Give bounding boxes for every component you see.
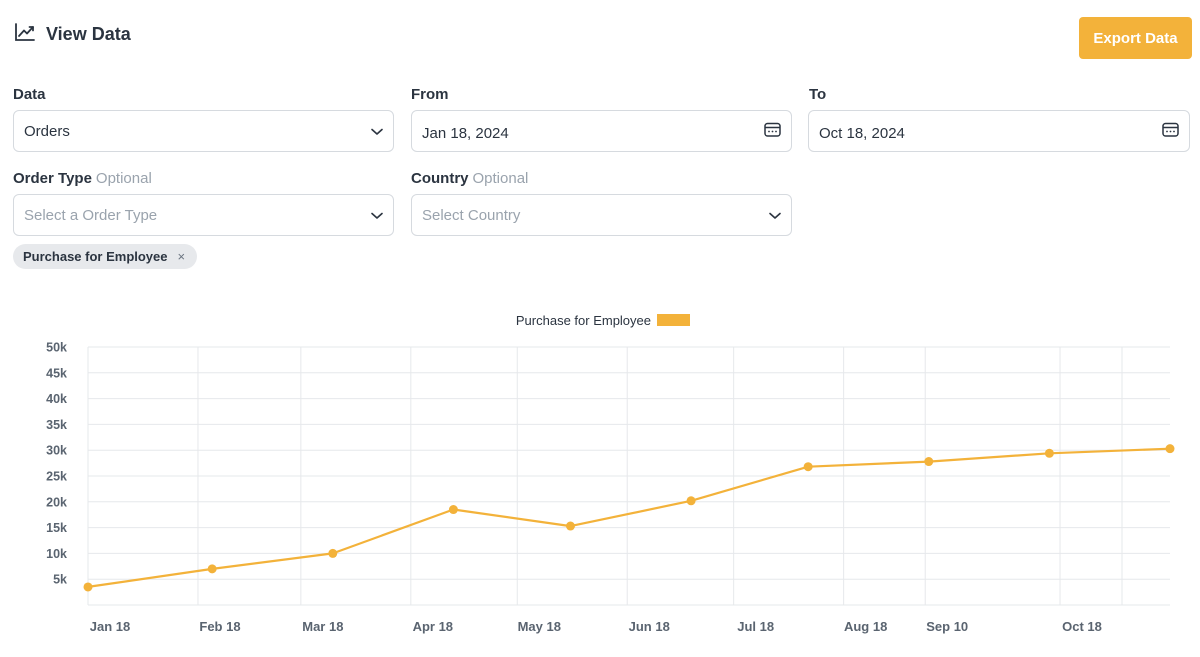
x-tick-label: Jul 18 (737, 619, 774, 634)
order-type-select[interactable]: Select a Order Type (13, 194, 394, 236)
data-select-value: Orders (24, 122, 70, 140)
data-point (1165, 444, 1175, 454)
x-tick-label: May 18 (518, 619, 561, 634)
x-tick-label: Jun 18 (629, 619, 670, 634)
x-tick-label: Mar 18 (302, 619, 343, 634)
page-title: View Data (46, 24, 131, 44)
x-tick-label: Sep 10 (926, 619, 968, 634)
data-point (448, 505, 458, 515)
y-tick-label: 40k (46, 392, 67, 406)
country-placeholder: Select Country (422, 206, 521, 224)
data-point (686, 496, 696, 506)
chevron-down-icon (769, 207, 781, 224)
data-point (803, 462, 813, 472)
data-point (565, 521, 575, 531)
x-tick-label: Aug 18 (844, 619, 887, 634)
legend-label: Purchase for Employee (516, 313, 651, 328)
series-line (87, 447, 1171, 588)
y-tick-label: 30k (46, 444, 67, 458)
filter-chip-label: Purchase for Employee (23, 249, 168, 264)
line-chart-icon (14, 22, 36, 47)
country-label-text: Country (411, 170, 469, 187)
y-tick-label: 25k (46, 470, 67, 484)
from-label: From (411, 86, 449, 103)
x-tick-label: Feb 18 (199, 619, 240, 634)
from-date-value: Jan 18, 2024 (422, 124, 509, 142)
legend-swatch (657, 314, 690, 326)
data-point (1044, 448, 1054, 458)
data-point (328, 548, 338, 558)
filter-chip: Purchase for Employee × (13, 244, 198, 269)
order-type-label: Order Type Optional (13, 170, 152, 187)
data-point (83, 582, 93, 592)
y-tick-label: 35k (46, 418, 67, 432)
data-label: Data (13, 86, 46, 103)
to-date-field[interactable]: Oct 18, 2024 (808, 110, 1190, 152)
y-tick-label: 45k (46, 366, 67, 380)
close-icon[interactable]: × (177, 249, 186, 264)
from-date-field[interactable]: Jan 18, 2024 (411, 110, 792, 152)
export-data-button[interactable]: Export Data (1079, 17, 1192, 59)
optional-hint: Optional (472, 170, 529, 187)
data-point (924, 457, 934, 467)
line-chart: 5k 10k 15k 20k 25k 30k 35k 40k 45k 50k Jan 18 Feb 1… (46, 313, 1175, 634)
x-tick-label: Oct 18 (1062, 619, 1102, 634)
data-select[interactable]: Orders (13, 110, 394, 152)
y-tick-label: 5k (53, 573, 67, 587)
calendar-icon (764, 121, 781, 141)
to-date-value: Oct 18, 2024 (819, 124, 905, 142)
y-tick-label: 50k (46, 341, 67, 355)
chevron-down-icon (371, 123, 383, 140)
data-point (207, 564, 217, 574)
y-tick-label: 10k (46, 547, 67, 561)
y-tick-label: 20k (46, 495, 67, 509)
x-tick-label: Jan 18 (90, 619, 130, 634)
order-type-placeholder: Select a Order Type (24, 206, 158, 224)
optional-hint: Optional (95, 170, 152, 187)
to-label: To (809, 86, 827, 103)
order-type-label-text: Order Type (13, 170, 92, 187)
country-label: Country Optional (411, 170, 528, 187)
page-header: View Data (14, 22, 131, 47)
x-tick-label: Apr 18 (413, 619, 453, 634)
calendar-icon (1162, 121, 1179, 141)
y-tick-label: 15k (46, 521, 67, 535)
country-select[interactable]: Select Country (411, 194, 792, 236)
chevron-down-icon (371, 207, 383, 224)
